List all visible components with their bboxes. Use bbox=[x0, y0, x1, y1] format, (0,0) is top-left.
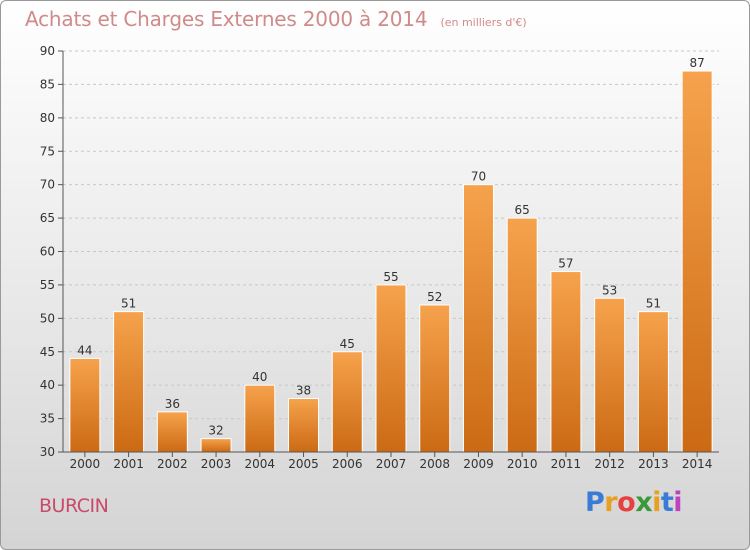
y-tick-label: 45 bbox=[40, 345, 55, 359]
y-tick-label: 30 bbox=[40, 445, 55, 459]
y-tick-label: 50 bbox=[40, 311, 55, 325]
bar-2001 bbox=[113, 311, 145, 453]
x-tick-label: 2002 bbox=[157, 457, 188, 471]
chart-title: Achats et Charges Externes 2000 à 2014 bbox=[25, 7, 428, 31]
bar-2010 bbox=[506, 217, 538, 453]
x-tick-label: 2005 bbox=[288, 457, 319, 471]
x-tick-label: 2013 bbox=[638, 457, 669, 471]
bar-2000 bbox=[69, 357, 101, 453]
data-label: 36 bbox=[165, 397, 180, 411]
y-tick-label: 65 bbox=[40, 211, 55, 225]
x-tick-label: 2008 bbox=[419, 457, 450, 471]
data-label: 40 bbox=[252, 370, 267, 384]
bar-2003 bbox=[200, 438, 232, 453]
x-tick-label: 2006 bbox=[332, 457, 363, 471]
data-label: 53 bbox=[602, 283, 617, 297]
x-tick-label: 2000 bbox=[70, 457, 101, 471]
logo-letter: i bbox=[652, 487, 661, 518]
bar-2004 bbox=[244, 384, 276, 453]
data-label: 87 bbox=[689, 56, 704, 70]
bar-2014 bbox=[681, 70, 713, 453]
x-tick-label: 2010 bbox=[507, 457, 538, 471]
data-label: 70 bbox=[471, 170, 486, 184]
x-tick-label: 2014 bbox=[682, 457, 713, 471]
chart-subtitle: (en milliers d'€) bbox=[440, 16, 527, 29]
y-tick-label: 70 bbox=[40, 178, 55, 192]
logo-letter: o bbox=[617, 487, 636, 518]
data-label: 51 bbox=[121, 297, 136, 311]
bar-2005 bbox=[288, 398, 320, 453]
x-tick-label: 2009 bbox=[463, 457, 494, 471]
bar-2012 bbox=[594, 297, 626, 453]
bar-2009 bbox=[462, 184, 494, 453]
x-tick-label: 2001 bbox=[113, 457, 144, 471]
y-tick-label: 90 bbox=[40, 44, 55, 58]
y-tick-label: 40 bbox=[40, 378, 55, 392]
x-tick-label: 2011 bbox=[551, 457, 582, 471]
data-label: 55 bbox=[383, 270, 398, 284]
logo-letter: P bbox=[585, 487, 605, 518]
y-tick-label: 75 bbox=[40, 144, 55, 158]
data-label: 45 bbox=[340, 337, 355, 351]
data-label: 57 bbox=[558, 257, 573, 271]
data-label: 52 bbox=[427, 290, 442, 304]
bar-2013 bbox=[637, 311, 669, 453]
y-tick-label: 80 bbox=[40, 111, 55, 125]
data-label: 32 bbox=[208, 424, 223, 438]
logo-letter: r bbox=[604, 487, 618, 518]
x-tick-label: 2012 bbox=[594, 457, 625, 471]
data-label: 65 bbox=[515, 203, 530, 217]
bars-layer: 44 51 36 32 40 38 45 55 52 70 65 57 53 51 87 bbox=[69, 56, 713, 453]
y-tick-label: 55 bbox=[40, 278, 55, 292]
bar-2008 bbox=[419, 304, 451, 453]
logo-letter: i bbox=[673, 487, 683, 518]
x-tick-label: 2003 bbox=[201, 457, 232, 471]
logo-letter: t bbox=[660, 487, 674, 518]
axis-layer: 30 35 40 45 50 55 60 65 70 75 80 85 90 2000 2001 2002 20… bbox=[40, 44, 719, 471]
logo-letter: x bbox=[635, 487, 653, 518]
data-label: 38 bbox=[296, 384, 311, 398]
bar-2006 bbox=[331, 351, 363, 453]
chart-title-block: Achats et Charges Externes 2000 à 2014 (… bbox=[25, 7, 527, 31]
bar-2011 bbox=[550, 271, 582, 453]
proxiti-logo: Proxiti bbox=[585, 487, 683, 518]
commune-name: BURCIN bbox=[39, 495, 109, 517]
y-tick-label: 60 bbox=[40, 245, 55, 259]
bar-2007 bbox=[375, 284, 407, 453]
y-tick-label: 85 bbox=[40, 77, 55, 91]
x-tick-label: 2007 bbox=[376, 457, 407, 471]
bar-2002 bbox=[156, 411, 188, 453]
y-tick-label: 35 bbox=[40, 412, 55, 426]
data-label: 44 bbox=[77, 343, 92, 357]
data-label: 51 bbox=[646, 297, 661, 311]
x-tick-label: 2004 bbox=[245, 457, 276, 471]
